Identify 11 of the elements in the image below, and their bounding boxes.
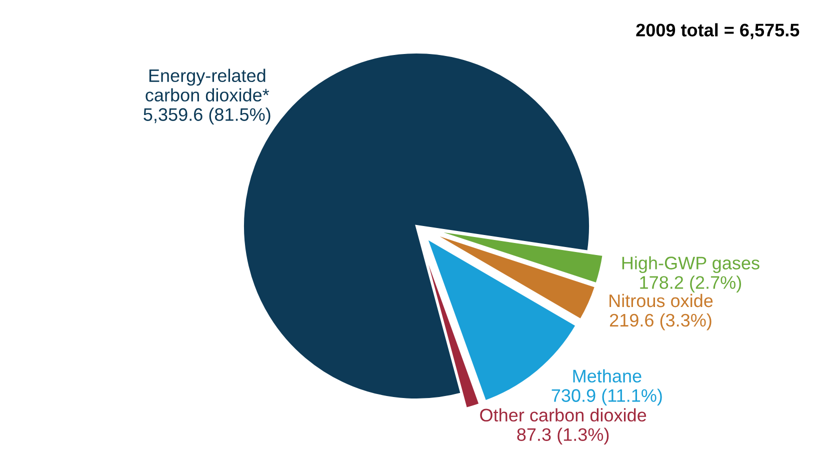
data-label: 87.3 (1.3%) bbox=[517, 428, 609, 445]
data-label: 730.9 (11.1%) bbox=[552, 388, 662, 406]
slice-label: Nitrous oxide bbox=[610, 294, 713, 308]
data-label: 5,359.6 (81.5%) bbox=[144, 108, 270, 125]
slice-label: Other carbon dioxide bbox=[480, 408, 646, 422]
data-label: 178.2 (2.7%) bbox=[640, 276, 742, 292]
slice-label: High-GWP gases bbox=[622, 256, 760, 274]
slice-label: Methane bbox=[573, 369, 642, 383]
chart-title: 2009 total = 6,575.5 bbox=[636, 23, 800, 40]
slice-label: Energy-related carbon dioxide* bbox=[146, 68, 270, 102]
data-label: 219.6 (3.3%) bbox=[610, 313, 712, 330]
